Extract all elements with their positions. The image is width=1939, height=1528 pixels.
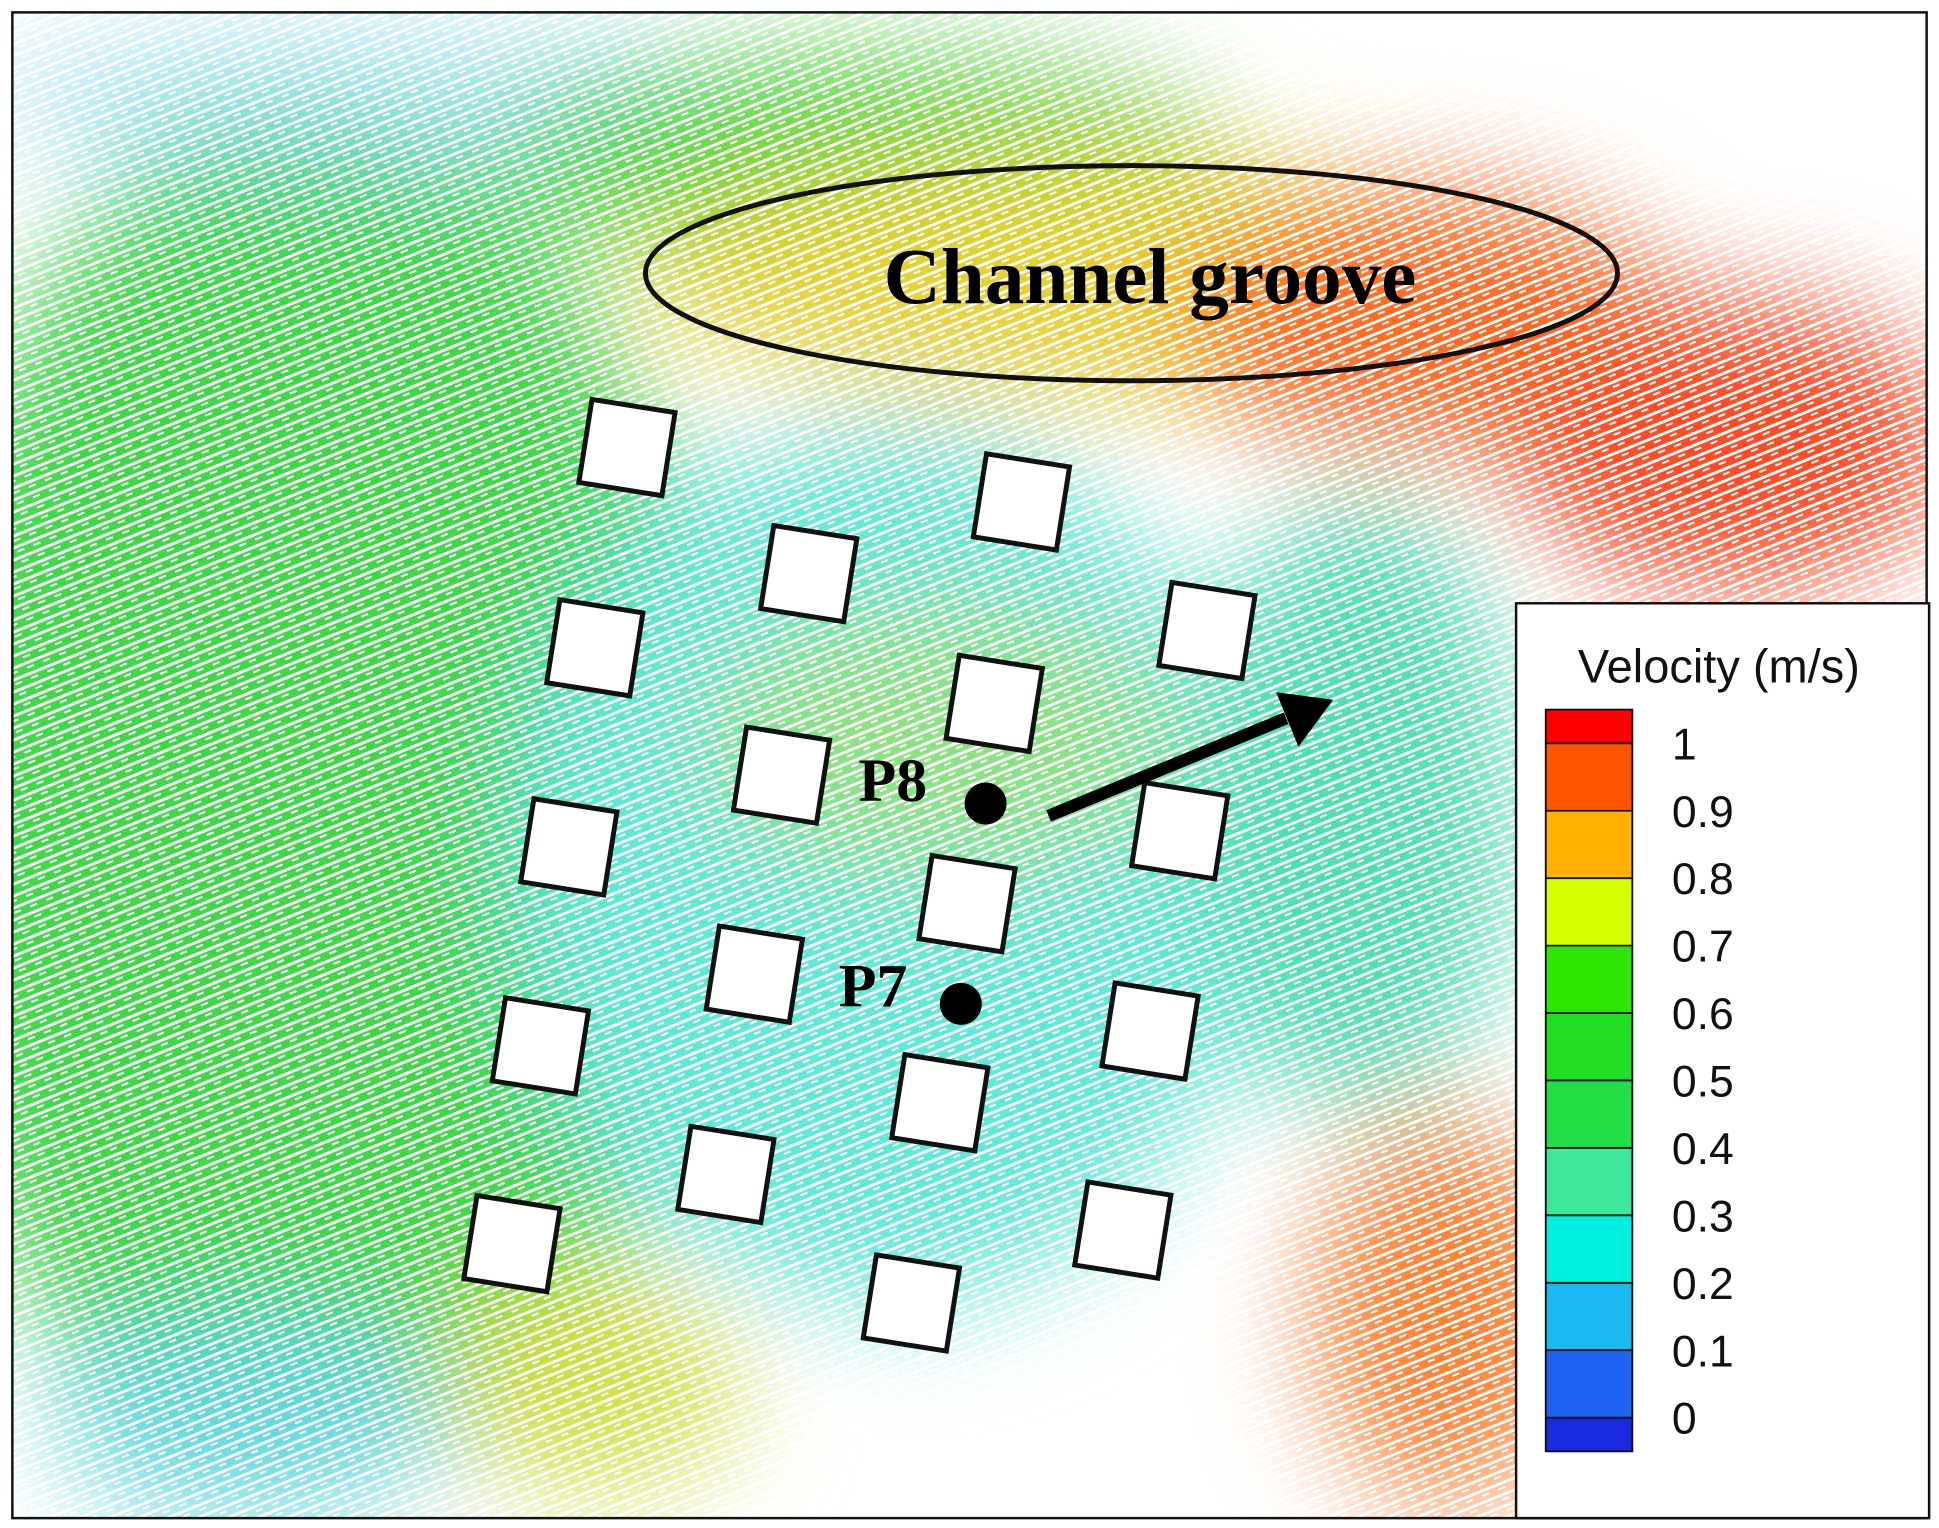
pillar bbox=[1128, 779, 1231, 882]
pillar bbox=[517, 795, 620, 898]
colorbar-tick-label: 0.8 bbox=[1672, 855, 1734, 904]
colorbar-tick-label: 1 bbox=[1672, 720, 1697, 769]
flow-arrow bbox=[1046, 692, 1334, 822]
colorbar-band bbox=[1545, 743, 1633, 811]
colorbar-band bbox=[1545, 1417, 1633, 1452]
pillar bbox=[543, 596, 646, 699]
colorbar-tick-label: 0.6 bbox=[1672, 990, 1734, 1039]
colorbar-band bbox=[1545, 945, 1633, 1014]
colorbar-band bbox=[1545, 1147, 1633, 1216]
colorbar-band bbox=[1545, 1080, 1633, 1148]
groove-label: Channel groove bbox=[884, 233, 1417, 321]
colorbar-band bbox=[1545, 1282, 1633, 1351]
pillar bbox=[860, 1252, 963, 1354]
pillar bbox=[489, 994, 592, 1097]
probe-point bbox=[964, 782, 1007, 825]
point-label: P8 bbox=[858, 747, 927, 815]
colorbar-band bbox=[1545, 1013, 1633, 1081]
obstacles bbox=[461, 396, 1258, 1354]
pillar bbox=[1155, 579, 1258, 682]
pillar bbox=[461, 1192, 563, 1295]
pillar bbox=[674, 1123, 777, 1226]
pillar bbox=[757, 522, 860, 625]
point-label: P7 bbox=[839, 952, 908, 1020]
groove-ellipse bbox=[643, 163, 1620, 384]
pillar bbox=[1071, 1179, 1174, 1281]
pillar bbox=[916, 852, 1018, 955]
colorbar-tick-label: 0.5 bbox=[1672, 1058, 1734, 1107]
legend: Velocity (m/s) 1 0.9 0.8 0.7 0.6 0.5 0.4 0.3 0.2… bbox=[1514, 602, 1931, 1520]
colorbar-band bbox=[1545, 810, 1633, 879]
colorbar-tick-label: 0.1 bbox=[1672, 1327, 1734, 1376]
pillar bbox=[730, 724, 833, 827]
legend-title: Velocity (m/s) bbox=[1578, 639, 1860, 692]
pillar bbox=[576, 396, 678, 499]
pillar bbox=[1099, 980, 1201, 1082]
colorbar-tick-label: 0.9 bbox=[1672, 788, 1734, 837]
colorbar-tick-label: 0.2 bbox=[1672, 1260, 1734, 1309]
vector-field bbox=[12, 12, 1927, 1519]
colorbar-band bbox=[1545, 709, 1633, 744]
pillar bbox=[703, 923, 806, 1026]
probe-point bbox=[939, 982, 982, 1025]
pillar bbox=[970, 450, 1073, 553]
colorbar-band bbox=[1545, 1215, 1633, 1283]
colorbar-tick-label: 0.3 bbox=[1672, 1192, 1734, 1241]
pillar bbox=[888, 1051, 991, 1154]
colorbar-tick-label: 0.7 bbox=[1672, 923, 1734, 972]
pillar bbox=[943, 652, 1046, 755]
colorbar-tick-label: 0.4 bbox=[1672, 1125, 1734, 1174]
colorbar-band bbox=[1545, 878, 1633, 946]
colorbar-band bbox=[1545, 1350, 1633, 1418]
colorbar-tick-label: 0 bbox=[1672, 1395, 1697, 1444]
